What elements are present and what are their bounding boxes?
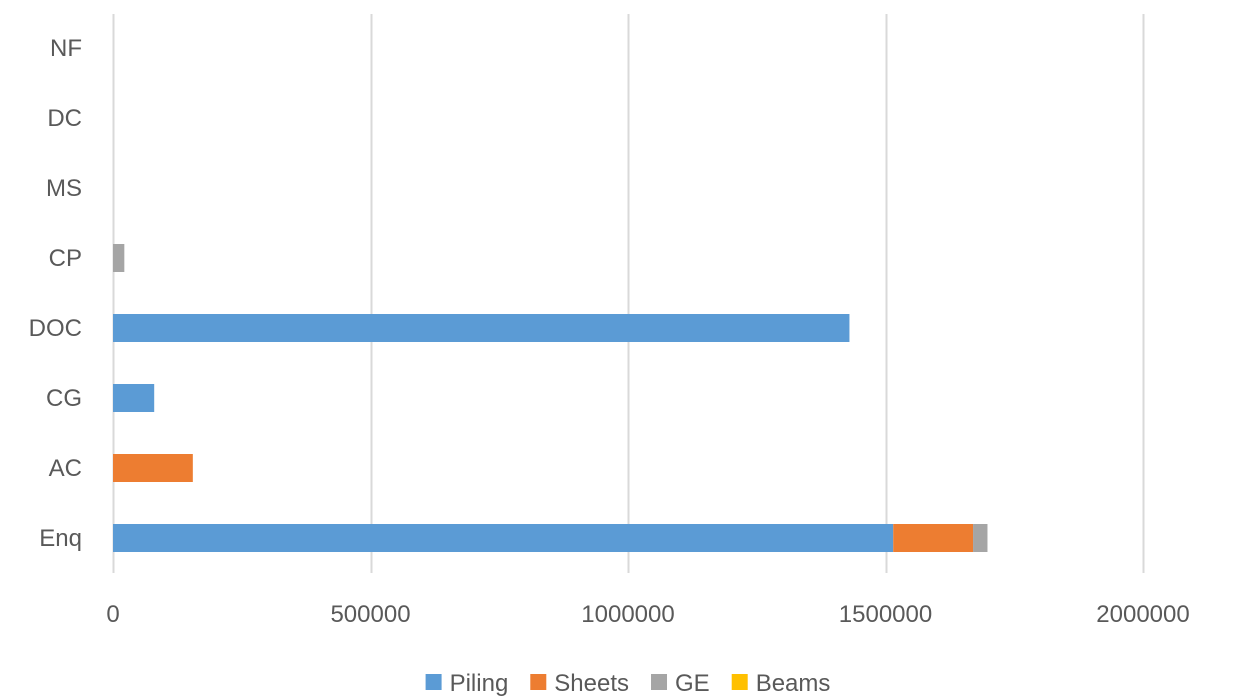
- value-axis: 0 500000 1000000 1500000 2000000: [106, 601, 1189, 628]
- legend-label-sheets: Sheets: [554, 670, 629, 697]
- bar-cp-ge: [113, 244, 125, 272]
- category-label-doc: DOC: [29, 315, 82, 342]
- category-label-enq: Enq: [39, 525, 82, 552]
- category-label-dc: DC: [47, 105, 82, 132]
- legend-swatch-beams: [731, 674, 748, 690]
- legend-swatch-sheets: [530, 674, 547, 690]
- bars: [113, 244, 988, 552]
- value-tick-label-1500000: 1500000: [839, 601, 932, 628]
- category-label-nf: NF: [50, 35, 82, 62]
- bar-ac-sheets: [113, 454, 193, 482]
- legend-label-ge: GE: [675, 670, 710, 697]
- bar-doc-piling: [113, 314, 850, 342]
- category-axis: Enq AC CG DOC CP MS DC NF: [29, 35, 82, 552]
- bar-enq-piling: [113, 524, 894, 552]
- legend-swatch-ge: [651, 674, 668, 690]
- category-label-ac: AC: [49, 455, 82, 482]
- category-label-cp: CP: [49, 245, 82, 272]
- legend-label-piling: Piling: [450, 670, 509, 697]
- bar-enq-sheets: [893, 524, 974, 552]
- bar-cg-piling: [113, 384, 155, 412]
- legend: Piling Sheets GE Beams: [425, 670, 831, 697]
- bar-enq-ge: [973, 524, 988, 552]
- gridlines: [112, 14, 1145, 573]
- category-label-cg: CG: [46, 385, 82, 412]
- category-label-ms: MS: [46, 175, 82, 202]
- value-tick-label-0: 0: [106, 601, 119, 628]
- legend-swatch-piling: [425, 674, 442, 690]
- value-tick-label-2000000: 2000000: [1096, 601, 1189, 628]
- legend-label-beams: Beams: [756, 670, 831, 697]
- value-tick-label-500000: 500000: [330, 601, 410, 628]
- value-tick-label-1000000: 1000000: [581, 601, 674, 628]
